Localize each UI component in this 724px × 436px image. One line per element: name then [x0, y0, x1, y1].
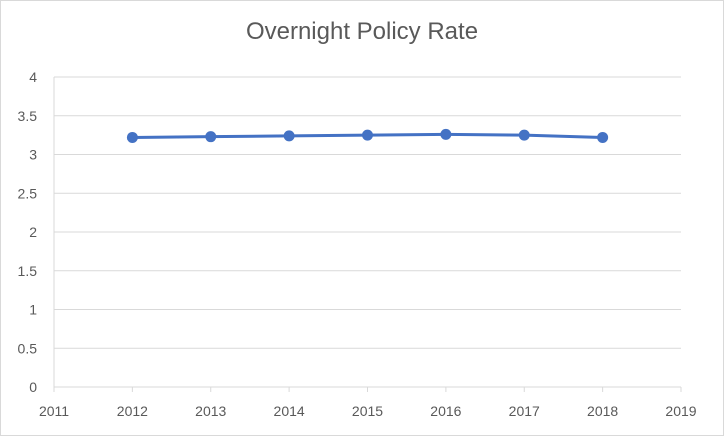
y-axis-tick-labels: 0 0.5 1 1.5 2 2.5 3 3.5 4	[18, 69, 38, 395]
data-point-2013	[205, 131, 217, 143]
data-point-2018	[597, 131, 609, 143]
x-tick-label: 2016	[430, 403, 461, 419]
x-tick-label: 2019	[665, 403, 696, 419]
x-tick-label: 2017	[509, 403, 540, 419]
x-tick-label: 2011	[39, 403, 69, 419]
y-tick-label: 1	[29, 302, 37, 318]
series-policy-rate	[126, 128, 609, 143]
y-tick-label: 3.5	[18, 108, 38, 124]
x-tick-label: 2018	[587, 403, 618, 419]
x-tick-label: 2012	[117, 403, 148, 419]
y-tick-label: 0.5	[18, 340, 38, 356]
x-axis-tick-labels: 2011 2012 2013 2014 2015 2016 2017 2018 2019	[39, 403, 697, 419]
x-tick-label: 2014	[274, 403, 305, 419]
data-point-2015	[362, 129, 373, 141]
y-tick-label: 3	[29, 147, 37, 163]
axes	[53, 77, 682, 392]
y-tick-label: 1.5	[18, 263, 38, 279]
chart-title: Overnight Policy Rate	[245, 18, 479, 45]
y-tick-label: 2.5	[18, 185, 38, 201]
gridlines	[54, 76, 681, 349]
x-tick-label: 2015	[352, 403, 383, 419]
data-point-2014	[283, 130, 295, 142]
data-point-2016	[440, 128, 452, 140]
y-tick-label: 0	[29, 379, 37, 395]
y-tick-label: 2	[29, 224, 37, 240]
y-tick-label: 4	[29, 69, 37, 85]
data-point-2017	[518, 129, 530, 141]
x-tick-label: 2013	[195, 403, 226, 419]
data-point-2012	[126, 131, 138, 143]
